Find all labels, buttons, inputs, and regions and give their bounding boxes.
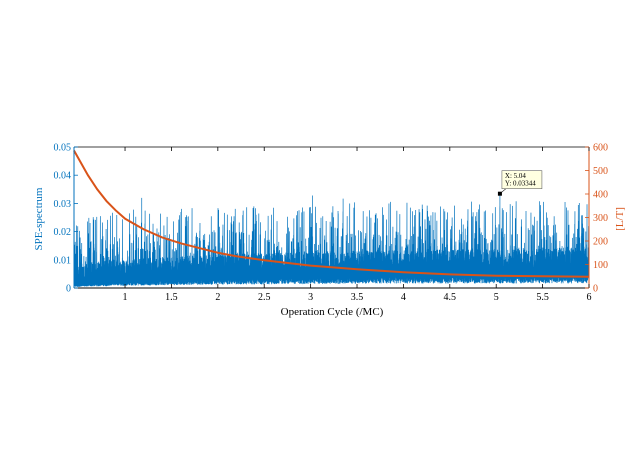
y-right-tick-label: 400 — [593, 190, 608, 201]
y-left-tick-label: 0.05 — [54, 143, 72, 154]
x-axis-label: Operation Cycle (/MC) — [281, 306, 384, 318]
y-right-tick-label: 0 — [593, 284, 598, 295]
x-tick-label: 2.5 — [258, 292, 271, 303]
y-left-tick-label: 0 — [66, 284, 71, 295]
axes — [73, 146, 590, 289]
x-tick-label: 2 — [215, 292, 220, 303]
y-left-tick-label: 0.02 — [54, 227, 72, 238]
spectrum-trace — [73, 193, 590, 287]
spectrum-series — [73, 193, 590, 287]
x-tick-label: 5 — [494, 292, 499, 303]
y-right-tick-label: 500 — [593, 166, 608, 177]
y-right-tick-label: 600 — [593, 143, 608, 154]
x-tick-label: 4 — [401, 292, 406, 303]
lt-curve-line — [73, 150, 590, 278]
x-tick-label: 3 — [308, 292, 313, 303]
x-tick-label: 5.5 — [536, 292, 549, 303]
x-tick-label: 3.5 — [351, 292, 364, 303]
x-tick-label: 6 — [587, 292, 592, 303]
y-right-tick-label: 100 — [593, 260, 608, 271]
datatip[interactable]: X: 5.04 Y: 0.03344 — [497, 170, 543, 196]
y-right-axis-label: [L/T] — [614, 207, 626, 231]
y-left-tick-label: 0.03 — [54, 199, 72, 210]
y-right-tick-label: 300 — [593, 213, 608, 224]
tick-labels: 1 1.5 2 2.5 3 3.5 4 4.5 5 5.5 600.010.020.030.040.… — [54, 143, 609, 304]
y-left-axis-label: SPE-spectrum — [33, 187, 45, 250]
x-tick-label: 1.5 — [165, 292, 178, 303]
datatip-x-text: X: 5.04 — [505, 172, 527, 180]
y-left-tick-label: 0.04 — [54, 171, 72, 182]
datatip-y-text: Y: 0.03344 — [505, 180, 536, 188]
datatip-marker — [497, 191, 502, 196]
x-tick-label: 4.5 — [444, 292, 457, 303]
x-tick-label: 1 — [123, 292, 128, 303]
datatip-box — [501, 170, 543, 189]
y-right-tick-label: 200 — [593, 237, 608, 248]
y-left-tick-label: 0.01 — [54, 255, 72, 266]
